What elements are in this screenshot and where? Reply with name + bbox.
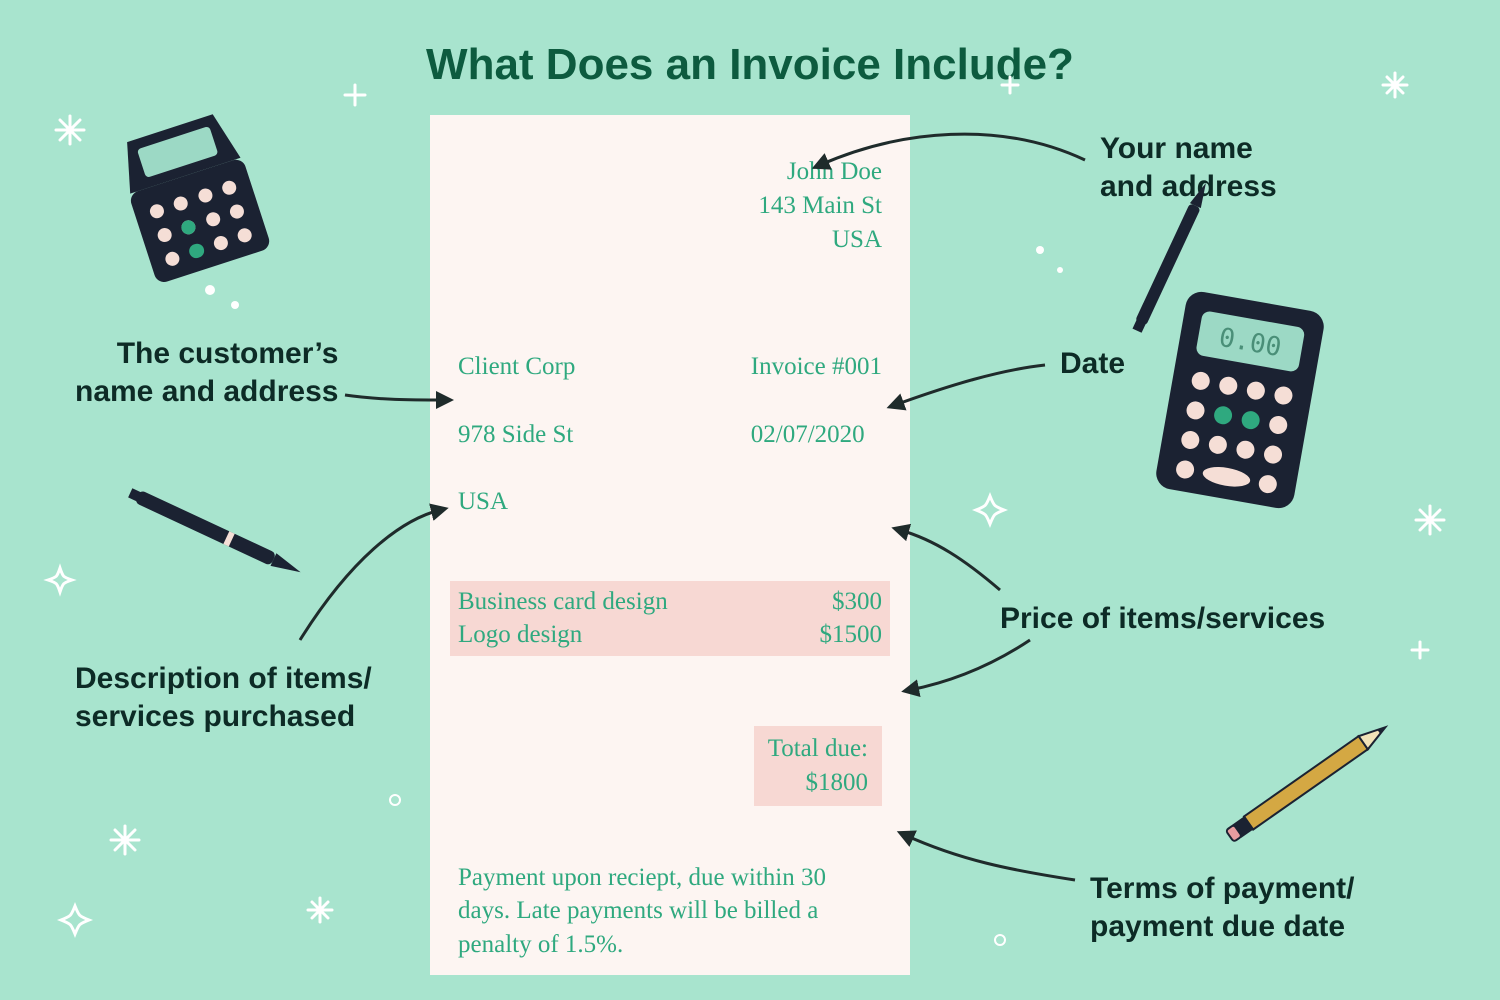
item-desc: Logo design <box>458 618 582 652</box>
client-country: USA <box>458 485 575 519</box>
invoice-paper: John Doe 143 Main St USA Client Corp 978… <box>430 115 910 975</box>
item-desc: Business card design <box>458 585 668 619</box>
sender-name: John Doe <box>458 155 882 189</box>
callout-customer: The customer’s name and address <box>75 335 338 410</box>
total-value: $1800 <box>768 766 868 800</box>
svg-text:0.00: 0.00 <box>1217 323 1284 363</box>
line-item: Business card design $300 <box>458 585 882 619</box>
callout-terms: Terms of payment/ payment due date <box>1090 870 1355 945</box>
arrow-price-1 <box>900 530 1000 590</box>
arrow-price-2 <box>910 640 1030 690</box>
invoice-meta: Invoice #001 02/07/2020 <box>751 316 882 552</box>
client-block: Client Corp 978 Side St USA <box>458 316 575 552</box>
callout-date: Date <box>1060 345 1125 383</box>
sender-block: John Doe 143 Main St USA <box>458 155 882 256</box>
callout-description: Description of items/ services purchased <box>75 660 372 735</box>
item-price: $1500 <box>820 618 883 652</box>
invoice-number: Invoice #001 <box>751 350 882 384</box>
arrow-description <box>300 510 440 640</box>
page-title: What Does an Invoice Include? <box>0 40 1500 90</box>
pen-icon <box>127 486 303 578</box>
calculator-icon <box>113 110 272 285</box>
calculator-icon: 0.00 <box>1154 289 1327 510</box>
line-items: Business card design $300 Logo design $1… <box>450 581 890 657</box>
sender-country: USA <box>458 223 882 257</box>
arrow-terms <box>905 835 1075 880</box>
sender-address: 143 Main St <box>458 189 882 223</box>
client-name: Client Corp <box>458 350 575 384</box>
arrow-date <box>895 365 1045 405</box>
client-address: 978 Side St <box>458 418 575 452</box>
callout-your-name: Your name and address <box>1100 130 1277 205</box>
invoice-date: 02/07/2020 <box>751 418 882 452</box>
pencil-icon <box>1225 721 1390 843</box>
total-label: Total due: <box>768 732 868 766</box>
item-price: $300 <box>832 585 882 619</box>
line-item: Logo design $1500 <box>458 618 882 652</box>
payment-terms: Payment upon reciept, due within 30 days… <box>458 861 878 962</box>
total-block: Total due: $1800 <box>754 726 882 806</box>
callout-price: Price of items/services <box>1000 600 1325 638</box>
